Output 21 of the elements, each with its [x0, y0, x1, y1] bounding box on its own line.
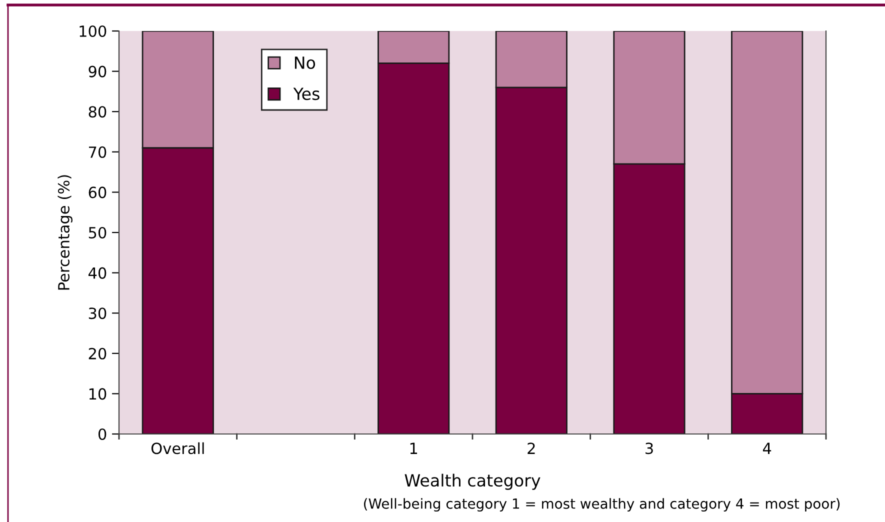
- x-tick-label: Overall: [151, 442, 204, 454]
- y-tick-label: 0: [98, 428, 106, 440]
- x-tick-label: 4: [762, 442, 772, 454]
- y-tick-label: 30: [88, 308, 106, 320]
- legend-label: No: [294, 56, 316, 69]
- y-tick-label: 20: [88, 348, 106, 360]
- x-axis-title: Wealth category: [404, 474, 540, 490]
- y-tick-label: 50: [88, 226, 106, 239]
- y-tick-label: 80: [88, 106, 106, 118]
- legend-label: Yes: [293, 88, 320, 100]
- y-tick-label: 100: [80, 25, 106, 38]
- y-tick-label: 90: [88, 66, 106, 78]
- text: (Well-being category 1 = most wealthy and category 4 = most poor): [364, 498, 840, 512]
- y-tick-label: 40: [88, 267, 106, 279]
- y-tick-label: 10: [89, 388, 106, 400]
- y-tick-label: 60: [88, 186, 106, 198]
- x-tick-label: 3: [646, 442, 653, 454]
- x-tick-label: 2: [528, 442, 535, 454]
- y-tick-label: 70: [89, 146, 106, 158]
- x-tick-label: 1: [410, 442, 418, 454]
- y-axis-title: Percentage (%): [58, 175, 72, 290]
